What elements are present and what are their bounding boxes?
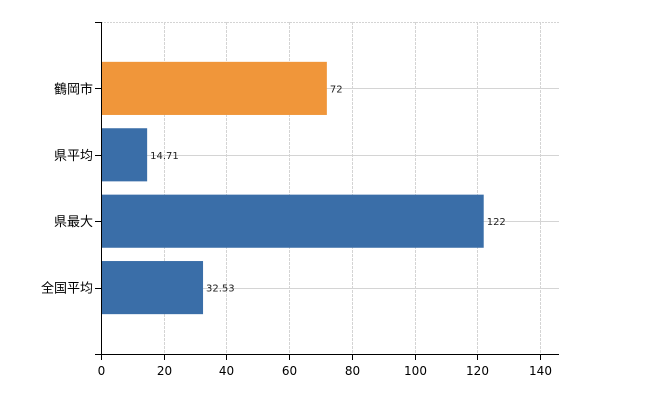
data-label: 32.53 — [206, 284, 235, 295]
category-label: 県平均 — [54, 149, 93, 164]
category-label: 全国平均 — [41, 281, 93, 297]
data-label: 122 — [487, 217, 506, 228]
data-label: 72 — [330, 84, 343, 95]
labels: 72 鶴岡市 14.71 県平均 122 県最大 32.53 全国平均 0 20 40 60 80 100… — [41, 81, 552, 378]
bar — [101, 194, 484, 248]
x-tick-label: 0 — [98, 364, 106, 378]
data-label: 14.71 — [150, 151, 179, 162]
bar — [101, 61, 327, 115]
x-tick-label: 120 — [466, 364, 489, 378]
bar — [101, 128, 148, 182]
bar — [101, 261, 204, 315]
x-tick-label: 80 — [345, 364, 360, 378]
x-tick-label: 60 — [282, 364, 297, 378]
bars — [101, 61, 484, 315]
category-label: 県最大 — [54, 215, 93, 230]
x-tick-label: 20 — [157, 364, 172, 378]
x-tick-label: 40 — [219, 364, 234, 378]
category-label: 鶴岡市 — [54, 81, 93, 97]
x-tick-label: 100 — [404, 364, 427, 378]
axes — [95, 22, 559, 360]
x-tick-label: 140 — [529, 364, 552, 378]
